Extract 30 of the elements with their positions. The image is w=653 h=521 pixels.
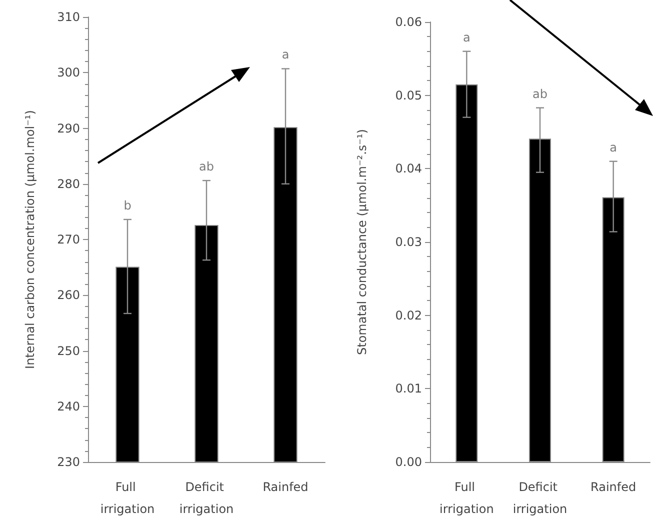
annotation: a [282,48,290,62]
y-tick-label: 0.02 [395,308,422,322]
y-tick-label: 290 [57,121,80,136]
y-axis-title: Internal carbon concentration (µmol.mol⁻¹) [23,110,37,369]
y-tick-label: 250 [57,344,80,358]
y-tick-label: 300 [57,66,80,80]
y-axis-title: Stomatal conductance (µmol.m⁻².s⁻¹) [355,129,369,355]
annotation: a [610,140,618,154]
y-tick-label: 0.03 [395,235,422,249]
annotation: b [124,198,132,212]
x-tick-label: Full irrigation [100,480,155,516]
annotation: ab [199,160,214,174]
annotation: a [462,30,470,44]
y-tick-label: 0.04 [395,162,422,176]
y-tick-label: 310 [57,10,80,24]
y-tick-label: 260 [57,288,80,302]
y-tick-label: 0.06 [395,15,422,29]
x-tick-label: Full irrigation [440,480,494,516]
y-tick-label: 0.00 [395,455,422,469]
y-tick-label: 230 [57,455,80,469]
y-tick-label: 280 [57,176,80,191]
y-tick-label: 240 [57,399,80,414]
y-tick-label: 0.05 [395,88,422,102]
annotation: ab [532,86,548,101]
x-tick-label: Rainfed [590,480,636,494]
x-tick-label: Deficit irrigation [179,480,234,516]
x-tick-label: Rainfed [262,480,308,494]
y-tick-label: 0.01 [395,382,422,396]
x-tick-label: Deficit irrigation [512,480,568,516]
y-tick-label: 270 [57,232,80,246]
